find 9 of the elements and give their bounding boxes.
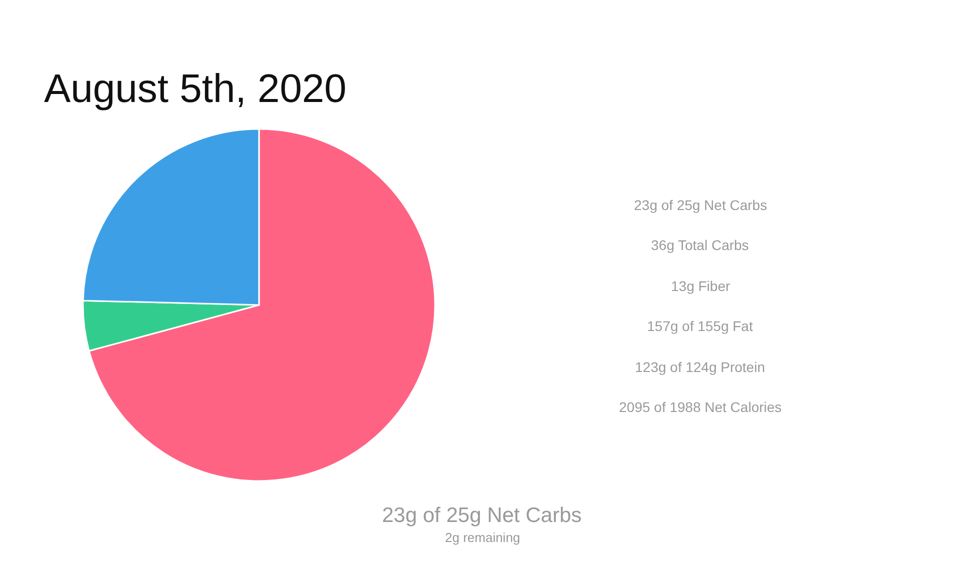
text: 23g of 25g Net Carbs xyxy=(634,197,768,213)
text: 2g remaining xyxy=(445,530,520,545)
text: 23g of 25g Net Carbs xyxy=(382,504,582,527)
text: 2095 of 1988 Net Calories xyxy=(619,399,782,415)
text: 157g of 155g Fat xyxy=(647,318,753,334)
text: 36g Total Carbs xyxy=(651,237,749,253)
chart-title: August 5th, 2020 xyxy=(44,67,346,111)
text: 123g of 124g Protein xyxy=(635,359,765,375)
text: 13g Fiber xyxy=(671,278,730,294)
